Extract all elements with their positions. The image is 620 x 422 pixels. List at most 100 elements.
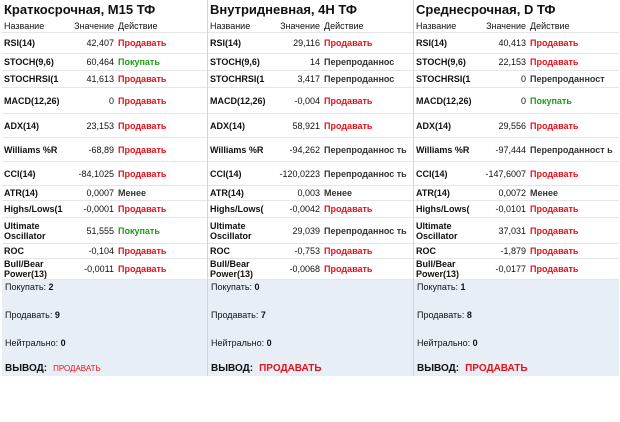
indicator-action: Продавать xyxy=(322,32,413,54)
indicator-value: 60,464 xyxy=(64,53,116,71)
table-row: STOCH(9,6) 22,153 Продавать xyxy=(414,53,619,71)
table-row: RSI(14) 29,116 Продавать xyxy=(208,32,413,54)
indicator-name: Ultimate Oscillator xyxy=(2,217,64,244)
indicator-action: Продавать xyxy=(116,87,207,114)
summary-buy-count: 2 xyxy=(48,282,54,292)
indicator-value: 42,407 xyxy=(64,32,116,54)
indicator-value: 37,031 xyxy=(476,217,528,244)
indicator-name: ROC xyxy=(208,243,270,259)
indicator-value: -147,6007 xyxy=(476,161,528,186)
indicator-value: -0,0101 xyxy=(476,200,528,218)
indicator-action: Продавать xyxy=(322,87,413,114)
conclusion: ВЫВОД: ПРОДАВАТЬ xyxy=(417,363,528,374)
indicator-value: 40,413 xyxy=(476,32,528,54)
summary-sell: Продавать: 7 xyxy=(211,310,266,320)
conclusion-label: ВЫВОД: xyxy=(5,363,48,374)
indicator-action: Покупать xyxy=(528,87,619,114)
table-row: ATR(14) 0,003 Менее xyxy=(208,185,413,201)
indicator-action: Продавать xyxy=(528,200,619,218)
indicator-action: Перепроданнос ть xyxy=(322,161,413,186)
indicator-action: Продавать xyxy=(116,70,207,88)
indicator-value: -84,1025 xyxy=(64,161,116,186)
indicator-value: 51,555 xyxy=(64,217,116,244)
indicator-table: Название Значение Действие RSI(14) 42,407 Про… xyxy=(2,20,207,280)
indicator-table: Название Значение Действие RSI(14) 40,413 Про… xyxy=(414,20,619,280)
indicator-action: Продавать xyxy=(116,113,207,138)
indicator-value: -1,879 xyxy=(476,243,528,259)
table-row: Ultimate Oscillator 51,555 Покупать xyxy=(2,217,207,244)
indicator-action: Перепроданност xyxy=(528,70,619,88)
indicator-panel: Внутридневная, 4H ТФ Название Значение Дейс… xyxy=(207,0,413,376)
indicator-value: -94,262 xyxy=(270,137,322,162)
summary-box: Покупать: 0 Продавать: 7 Нейтрально: 0 ВЫВО… xyxy=(208,280,413,376)
indicator-value: 29,116 xyxy=(270,32,322,54)
table-row: RSI(14) 42,407 Продавать xyxy=(2,32,207,54)
table-row: CCI(14) -84,1025 Продавать xyxy=(2,161,207,186)
indicator-value: -0,004 xyxy=(270,87,322,114)
indicator-action: Продавать xyxy=(116,258,207,280)
summary-sell-count: 9 xyxy=(54,310,60,320)
indicator-name: Highs/Lows( xyxy=(414,200,476,218)
summary-neutral: Нейтрально: 0 xyxy=(417,338,478,348)
indicator-action: Продавать xyxy=(528,217,619,244)
summary-buy: Покупать: 2 xyxy=(5,282,54,292)
indicator-name: Williams %R xyxy=(2,137,64,162)
indicator-value: 22,153 xyxy=(476,53,528,71)
table-row: Ultimate Oscillator 29,039 Перепроданнос т… xyxy=(208,217,413,244)
summary-sell-count: 7 xyxy=(260,310,266,320)
table-row: Williams %R -68,89 Продавать xyxy=(2,137,207,162)
indicator-name: Bull/Bear Power(13) xyxy=(208,258,270,280)
indicator-action: Продавать xyxy=(116,200,207,218)
table-row: ATR(14) 0,0072 Менее xyxy=(414,185,619,201)
indicator-action: Продавать xyxy=(116,161,207,186)
indicator-value: -0,753 xyxy=(270,243,322,259)
indicator-name: RSI(14) xyxy=(414,32,476,54)
indicator-action: Продавать xyxy=(116,137,207,162)
indicator-name: CCI(14) xyxy=(2,161,64,186)
indicator-name: CCI(14) xyxy=(208,161,270,186)
table-row: ROC -0,753 Продавать xyxy=(208,243,413,259)
summary-neutral: Нейтрально: 0 xyxy=(5,338,66,348)
summary-neutral-count: 0 xyxy=(60,338,66,348)
indicator-value: 0 xyxy=(476,87,528,114)
indicator-name: STOCH(9,6) xyxy=(414,53,476,71)
indicator-value: 14 xyxy=(270,53,322,71)
table-row: MACD(12,26) 0 Покупать xyxy=(414,87,619,114)
table-row: Bull/Bear Power(13) -0,0177 Продавать xyxy=(414,258,619,280)
table-row: ADX(14) 29,556 Продавать xyxy=(414,113,619,138)
indicator-value: 0,003 xyxy=(270,185,322,201)
table-header-row: Название Значение Действие xyxy=(2,20,207,33)
indicator-name: ROC xyxy=(414,243,476,259)
header-value: Значение xyxy=(476,20,528,33)
summary-neutral-label: Нейтрально: xyxy=(417,338,471,348)
summary-buy-label: Покупать: xyxy=(5,282,47,292)
indicator-name: ATR(14) xyxy=(208,185,270,201)
indicator-action: Перепроданнос ть xyxy=(322,137,413,162)
indicator-value: -68,89 xyxy=(64,137,116,162)
summary-neutral-label: Нейтрально: xyxy=(211,338,265,348)
header-name: Название xyxy=(414,20,476,33)
indicator-value: 0 xyxy=(64,87,116,114)
table-row: ADX(14) 23,153 Продавать xyxy=(2,113,207,138)
indicator-name: STOCHRSI(1 xyxy=(208,70,270,88)
table-row: Highs/Lows(1 -0,0001 Продавать xyxy=(2,200,207,218)
indicator-value: -0,0042 xyxy=(270,200,322,218)
header-value: Значение xyxy=(64,20,116,33)
header-value: Значение xyxy=(270,20,322,33)
summary-neutral: Нейтрально: 0 xyxy=(211,338,272,348)
indicator-action: Перепроданнос ть xyxy=(322,217,413,244)
indicator-action: Продавать xyxy=(116,243,207,259)
indicator-value: -0,0011 xyxy=(64,258,116,280)
indicator-name: Ultimate Oscillator xyxy=(414,217,476,244)
table-row: MACD(12,26) 0 Продавать xyxy=(2,87,207,114)
indicator-value: 0,0007 xyxy=(64,185,116,201)
indicator-value: 29,039 xyxy=(270,217,322,244)
summary-buy-label: Покупать: xyxy=(211,282,253,292)
table-header-row: Название Значение Действие xyxy=(414,20,619,33)
summary-sell: Продавать: 9 xyxy=(5,310,60,320)
indicator-action: Покупать xyxy=(116,217,207,244)
summary-sell-count: 8 xyxy=(466,310,472,320)
indicator-value: 0,0072 xyxy=(476,185,528,201)
table-row: MACD(12,26) -0,004 Продавать xyxy=(208,87,413,114)
summary-buy-count: 1 xyxy=(460,282,466,292)
